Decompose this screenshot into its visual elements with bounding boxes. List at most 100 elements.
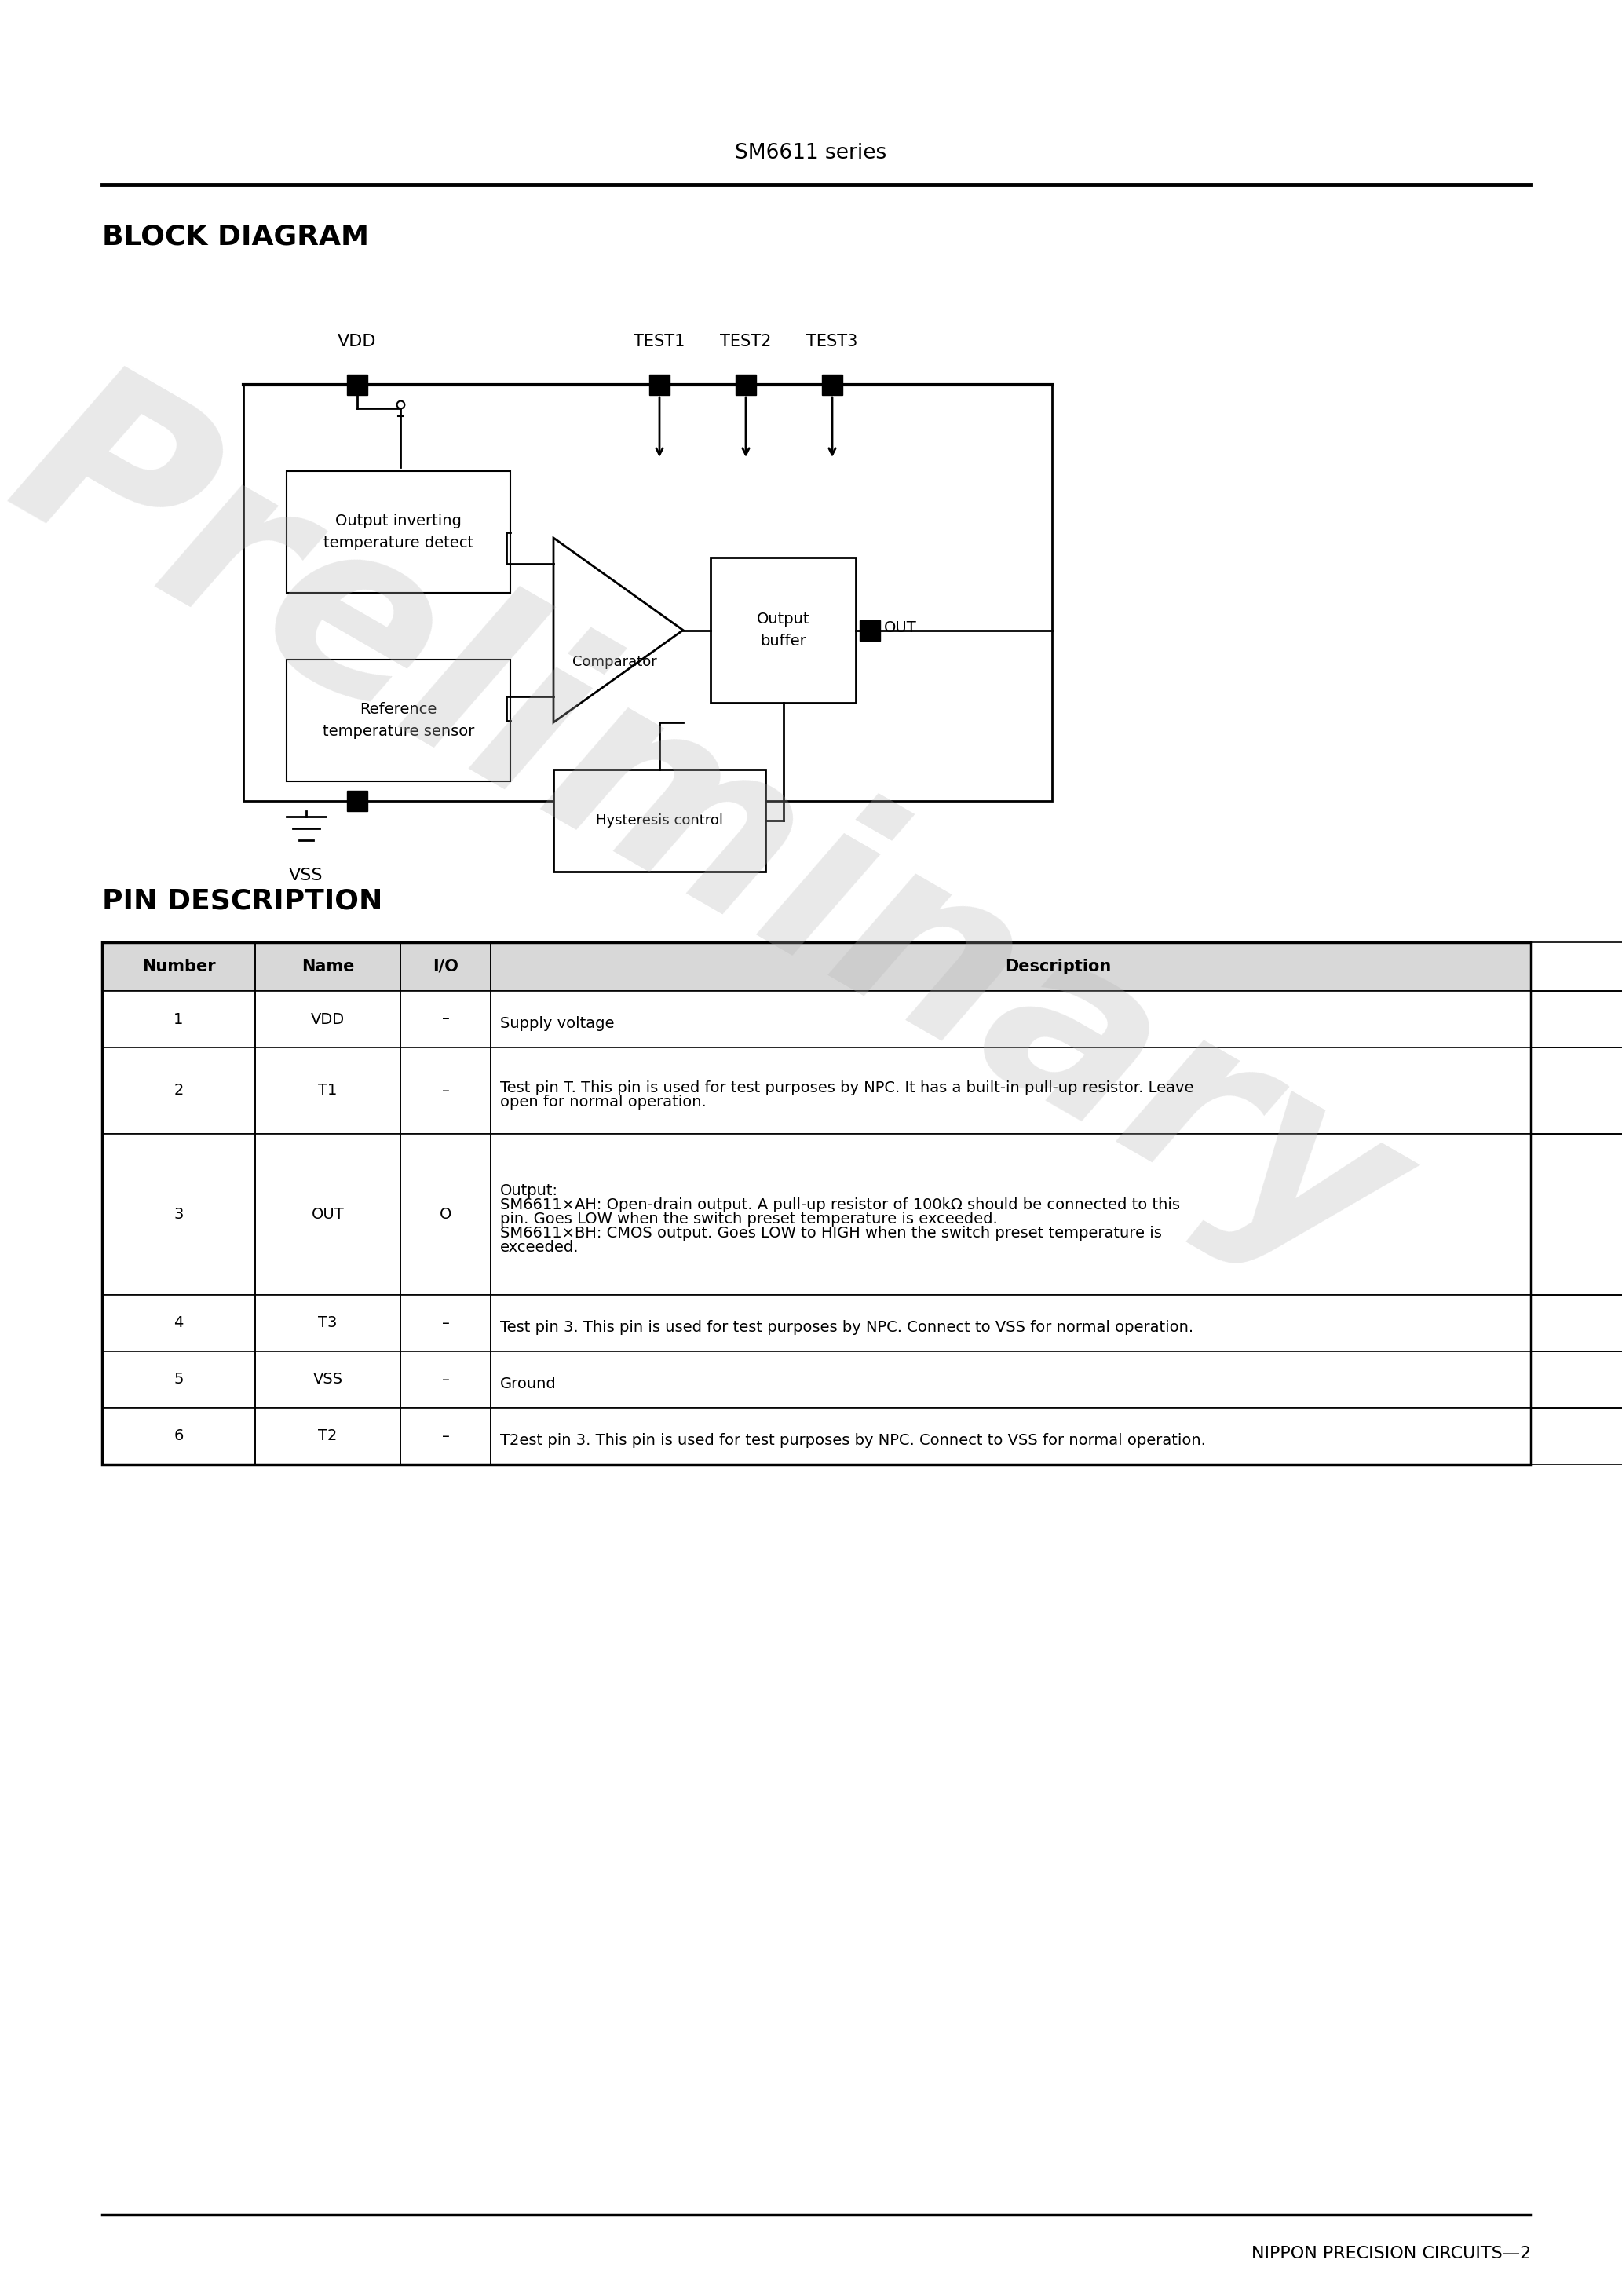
Bar: [102, 1407, 255, 1465]
Text: VSS: VSS: [289, 868, 323, 884]
Text: Output:: Output:: [500, 1182, 558, 1199]
Bar: [102, 1134, 255, 1295]
Bar: [860, 620, 881, 641]
Bar: [822, 374, 842, 395]
Bar: [401, 941, 491, 992]
Text: temperature sensor: temperature sensor: [323, 723, 474, 739]
Bar: [102, 992, 1531, 1047]
Text: –: –: [441, 1013, 449, 1026]
Bar: [649, 374, 670, 395]
Text: buffer: buffer: [761, 634, 806, 647]
Bar: [255, 1295, 401, 1352]
Text: Name: Name: [302, 960, 354, 974]
Bar: [102, 1352, 1531, 1407]
Text: –: –: [441, 1373, 449, 1387]
Text: Preliminary: Preliminary: [0, 342, 1437, 1322]
Text: NIPPON PRECISION CIRCUITS—2: NIPPON PRECISION CIRCUITS—2: [1251, 2245, 1531, 2262]
Text: TEST3: TEST3: [806, 333, 858, 349]
Text: Number: Number: [141, 960, 216, 974]
Bar: [102, 941, 255, 992]
Text: exceeded.: exceeded.: [500, 1240, 579, 1254]
Bar: [102, 1295, 1531, 1352]
Bar: [255, 992, 401, 1047]
Text: O: O: [440, 1208, 451, 1221]
Text: PIN DESCRIPTION: PIN DESCRIPTION: [102, 886, 383, 914]
Text: Test pin 3. This pin is used for test purposes by NPC. Connect to VSS for normal: Test pin 3. This pin is used for test pu…: [500, 1320, 1194, 1334]
Text: temperature detect: temperature detect: [323, 535, 474, 551]
Text: SM6611×AH: Open-drain output. A pull-up resistor of 100kΩ should be connected to: SM6611×AH: Open-drain output. A pull-up …: [500, 1196, 1179, 1212]
Text: –: –: [441, 1428, 449, 1444]
Text: T2: T2: [318, 1428, 337, 1444]
Text: Hysteresis control: Hysteresis control: [595, 813, 723, 827]
Text: BLOCK DIAGRAM: BLOCK DIAGRAM: [102, 223, 368, 250]
Text: 2: 2: [174, 1084, 183, 1097]
Bar: [102, 1407, 1531, 1465]
Bar: [255, 1407, 401, 1465]
Bar: [401, 992, 491, 1047]
Text: open for normal operation.: open for normal operation.: [500, 1095, 707, 1109]
Bar: [491, 1047, 1622, 1134]
Bar: [255, 1134, 401, 1295]
Bar: [255, 1047, 401, 1134]
Bar: [491, 1134, 1622, 1295]
Text: OUT: OUT: [311, 1208, 344, 1221]
Bar: [102, 1047, 255, 1134]
Bar: [491, 941, 1622, 992]
Polygon shape: [553, 537, 683, 723]
Text: VDD: VDD: [311, 1013, 345, 1026]
Bar: [287, 471, 511, 592]
Bar: [401, 1352, 491, 1407]
Bar: [102, 941, 1531, 1465]
Text: 4: 4: [174, 1316, 183, 1332]
Text: SM6611 series: SM6611 series: [735, 142, 887, 163]
Bar: [736, 374, 756, 395]
Text: pin. Goes LOW when the switch preset temperature is exceeded.: pin. Goes LOW when the switch preset tem…: [500, 1212, 998, 1226]
Bar: [102, 992, 255, 1047]
Text: –: –: [441, 1316, 449, 1332]
Text: VDD: VDD: [337, 333, 376, 349]
Bar: [401, 1407, 491, 1465]
Text: T1: T1: [318, 1084, 337, 1097]
Text: Supply voltage: Supply voltage: [500, 1017, 615, 1031]
Text: TEST2: TEST2: [720, 333, 772, 349]
Text: VSS: VSS: [313, 1373, 342, 1387]
Text: Reference: Reference: [360, 703, 436, 716]
Bar: [553, 769, 766, 872]
Bar: [255, 941, 401, 992]
Bar: [102, 941, 1531, 992]
Text: Description: Description: [1004, 960, 1111, 974]
Bar: [401, 1047, 491, 1134]
Bar: [255, 1352, 401, 1407]
Text: Ground: Ground: [500, 1378, 556, 1391]
Bar: [491, 1352, 1622, 1407]
Text: Output inverting: Output inverting: [336, 514, 462, 528]
Bar: [243, 386, 1053, 801]
Bar: [102, 1295, 255, 1352]
Bar: [710, 558, 856, 703]
Bar: [102, 1352, 255, 1407]
Text: Comparator: Comparator: [573, 654, 657, 668]
Text: T3: T3: [318, 1316, 337, 1332]
Bar: [491, 1407, 1622, 1465]
Text: Output: Output: [756, 611, 809, 627]
Text: –: –: [441, 1084, 449, 1097]
Bar: [102, 1134, 1531, 1295]
Text: 1: 1: [174, 1013, 183, 1026]
Text: TEST1: TEST1: [634, 333, 684, 349]
Text: 5: 5: [174, 1373, 183, 1387]
Bar: [347, 790, 368, 810]
Text: I/O: I/O: [433, 960, 459, 974]
Text: OUT: OUT: [884, 620, 916, 636]
Bar: [491, 992, 1622, 1047]
Text: 3: 3: [174, 1208, 183, 1221]
Bar: [347, 374, 368, 395]
Bar: [287, 659, 511, 781]
Bar: [491, 1295, 1622, 1352]
Text: 6: 6: [174, 1428, 183, 1444]
Bar: [102, 1047, 1531, 1134]
Bar: [401, 1134, 491, 1295]
Text: SM6611×BH: CMOS output. Goes LOW to HIGH when the switch preset temperature is: SM6611×BH: CMOS output. Goes LOW to HIGH…: [500, 1226, 1161, 1240]
Text: Test pin T. This pin is used for test purposes by NPC. It has a built-in pull-up: Test pin T. This pin is used for test pu…: [500, 1081, 1194, 1095]
Text: T2est pin 3. This pin is used for test purposes by NPC. Connect to VSS for norma: T2est pin 3. This pin is used for test p…: [500, 1433, 1205, 1449]
Bar: [401, 1295, 491, 1352]
